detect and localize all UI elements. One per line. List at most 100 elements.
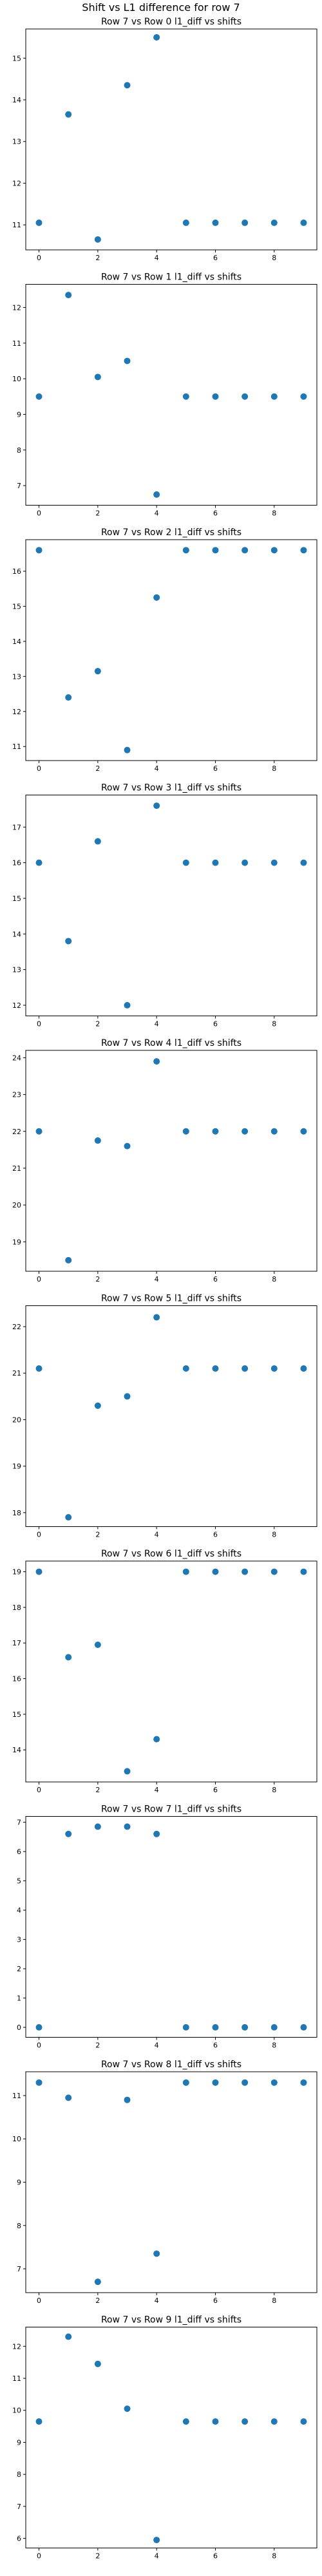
data-point [300, 1365, 307, 1372]
x-tick-label: 0 [37, 2297, 41, 2305]
x-tick-label: 8 [272, 2552, 276, 2561]
x-tick-label: 4 [155, 2297, 159, 2305]
x-tick-label: 0 [37, 1275, 41, 1283]
data-point [212, 2418, 219, 2425]
subplot-title: Row 7 vs Row 4 l1_diff vs shifts [101, 1038, 242, 1048]
data-point [65, 1830, 72, 1837]
x-tick-label: 2 [95, 2297, 100, 2305]
x-tick-label: 0 [37, 2041, 41, 2050]
data-point [212, 2079, 219, 2086]
data-point [124, 2405, 131, 2412]
data-point [212, 393, 219, 400]
x-tick-label: 2 [95, 1020, 100, 1028]
x-tick-label: 2 [95, 1786, 100, 1794]
data-point [65, 1654, 72, 1661]
y-tick-label: 21 [12, 1369, 21, 1378]
data-point [242, 2418, 249, 2425]
y-tick-label: 9 [17, 2179, 21, 2187]
subplot: Row 7 vs Row 1 l1_diff vs shifts 0 2 4 6 8 7 8 9… [12, 272, 317, 518]
data-point [270, 859, 278, 866]
x-tick-label: 0 [37, 509, 41, 518]
y-tick-label: 8 [17, 2470, 21, 2479]
data-point [153, 1736, 160, 1743]
data-point [242, 2024, 249, 2031]
data-point [270, 393, 278, 400]
x-tick-label: 6 [213, 2297, 218, 2305]
x-tick-label: 8 [272, 1531, 276, 1539]
y-tick-label: 6 [17, 1848, 21, 1856]
y-tick-label: 3 [17, 1936, 21, 1944]
y-tick-label: 12 [12, 2342, 21, 2351]
y-tick-label: 1 [17, 1994, 21, 2003]
x-tick-label: 2 [95, 2041, 100, 2050]
data-point [35, 2418, 43, 2425]
data-point [153, 2537, 160, 2544]
y-tick-label: 16 [12, 859, 21, 867]
data-point [124, 82, 131, 89]
subplot-title: Row 7 vs Row 8 l1_diff vs shifts [101, 2060, 242, 2070]
y-tick-label: 15 [12, 1710, 21, 1719]
y-tick-label: 14 [12, 96, 21, 104]
data-point [124, 1768, 131, 1775]
subplot: Row 7 vs Row 8 l1_diff vs shifts 0 2 4 6 8 7 8 9… [12, 2060, 317, 2305]
y-tick-label: 15 [12, 895, 21, 903]
y-tick-label: 19 [12, 1238, 21, 1246]
data-point [182, 2079, 189, 2086]
x-tick-label: 8 [272, 2041, 276, 2050]
data-point [65, 1514, 72, 1521]
data-point [124, 2096, 131, 2103]
x-tick-label: 4 [155, 1020, 159, 1028]
data-point [212, 859, 219, 866]
data-point [300, 547, 307, 554]
data-point [300, 219, 307, 226]
data-point [153, 2250, 160, 2257]
y-tick-label: 11 [12, 2092, 21, 2100]
data-point [65, 694, 72, 701]
data-point [153, 594, 160, 601]
data-point [124, 1001, 131, 1009]
x-tick-label: 8 [272, 1020, 276, 1028]
y-tick-label: 14 [12, 638, 21, 646]
data-point [65, 938, 72, 945]
subplot: Row 7 vs Row 6 l1_diff vs shifts 0 2 4 6 8 14 1… [12, 1549, 317, 1794]
axes-frame [25, 1305, 317, 1527]
subplot: Row 7 vs Row 0 l1_diff vs shifts 0 2 4 6 8 11 1… [12, 17, 317, 262]
subplot-title: Row 7 vs Row 7 l1_diff vs shifts [101, 1804, 242, 1815]
y-tick-label: 9 [17, 410, 21, 419]
data-point [65, 2333, 72, 2340]
x-tick-label: 6 [213, 1531, 218, 1539]
x-tick-label: 2 [95, 1275, 100, 1283]
data-point [270, 2418, 278, 2425]
y-tick-label: 17 [12, 823, 21, 831]
y-tick-label: 13 [12, 138, 21, 146]
y-tick-label: 22 [12, 1323, 21, 1331]
data-point [35, 2024, 43, 2031]
y-tick-label: 7 [17, 2503, 21, 2511]
y-tick-label: 14 [12, 930, 21, 938]
y-tick-label: 10 [12, 375, 21, 383]
y-tick-label: 23 [12, 1091, 21, 1099]
data-point [182, 859, 189, 866]
y-tick-label: 18 [12, 1604, 21, 1612]
y-tick-label: 15 [12, 54, 21, 62]
data-point [94, 1823, 101, 1830]
x-tick-label: 6 [213, 1020, 218, 1028]
x-tick-label: 0 [37, 2552, 41, 2561]
data-point [94, 838, 101, 845]
x-tick-label: 0 [37, 1786, 41, 1794]
x-tick-label: 6 [213, 764, 218, 773]
y-tick-label: 20 [12, 1416, 21, 1424]
x-tick-label: 4 [155, 1531, 159, 1539]
data-point [153, 802, 160, 810]
subplot-title: Row 7 vs Row 6 l1_diff vs shifts [101, 1549, 242, 1559]
axes-frame [25, 1050, 317, 1272]
data-point [300, 2418, 307, 2425]
data-point [124, 1823, 131, 1830]
y-tick-label: 13 [12, 672, 21, 681]
data-point [94, 1137, 101, 1144]
x-tick-label: 0 [37, 254, 41, 262]
y-tick-label: 2 [17, 1965, 21, 1973]
data-point [300, 1128, 307, 1135]
subplot-title: Row 7 vs Row 9 l1_diff vs shifts [101, 2315, 242, 2325]
y-tick-label: 16 [12, 567, 21, 576]
